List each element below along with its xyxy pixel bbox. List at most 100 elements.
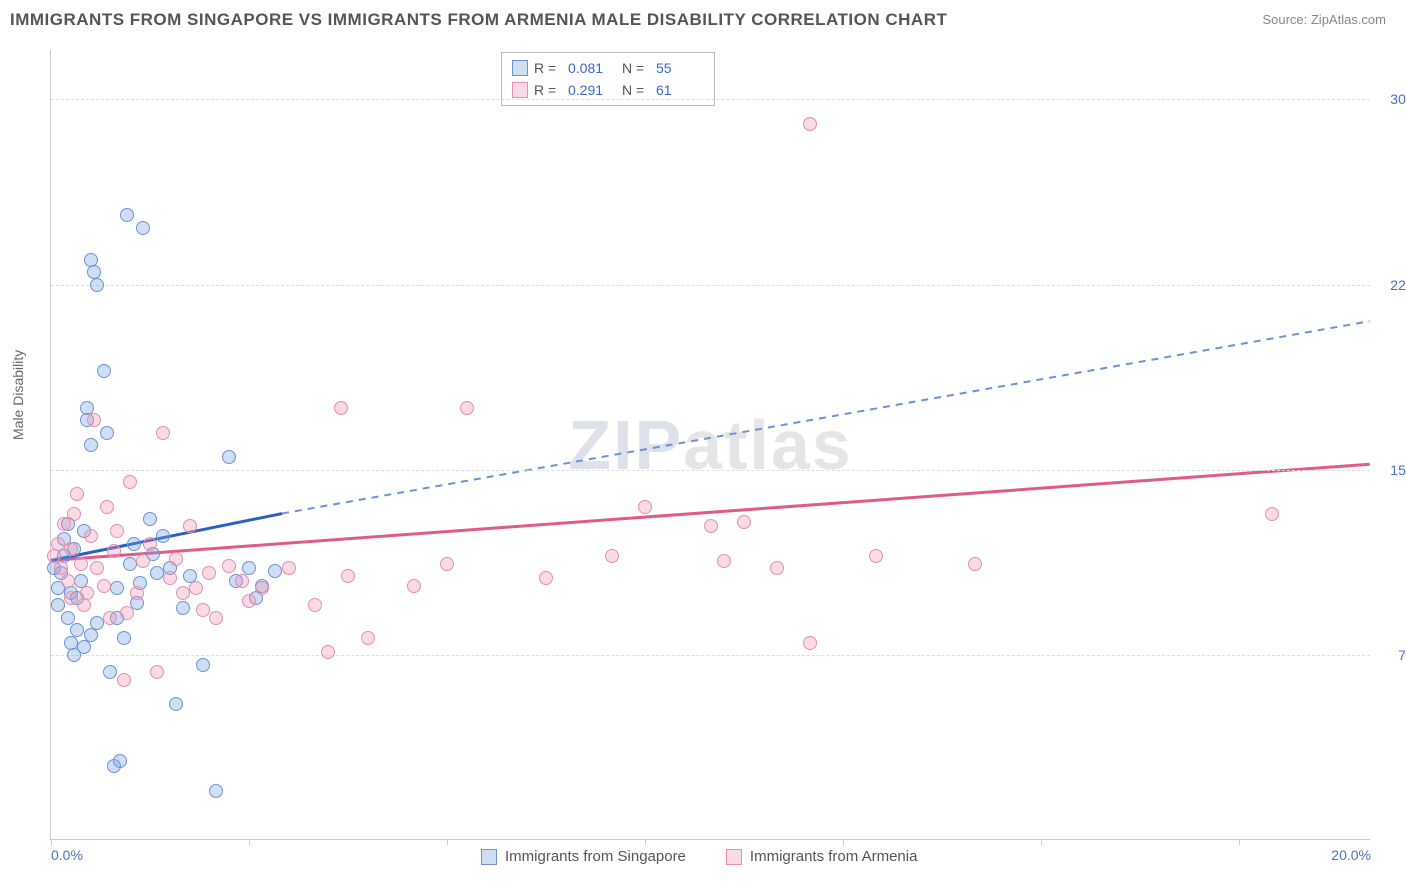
source-link[interactable]: ZipAtlas.com [1311,12,1386,27]
data-point-singapore [84,438,98,452]
x-tick-mark [51,839,52,845]
data-point-armenia [90,561,104,575]
data-point-armenia [51,537,65,551]
y-axis-label: Male Disability [10,350,26,440]
data-point-armenia [334,401,348,415]
data-point-armenia [64,591,78,605]
data-point-armenia [156,426,170,440]
x-tick-mark [249,839,250,845]
data-point-armenia [235,574,249,588]
gridline-h [51,285,1370,286]
data-point-armenia [968,557,982,571]
data-point-singapore [97,364,111,378]
data-point-singapore [100,426,114,440]
data-point-armenia [770,561,784,575]
data-point-singapore [61,611,75,625]
x-tick-mark [1239,839,1240,845]
data-point-singapore [127,537,141,551]
data-point-armenia [242,594,256,608]
data-point-singapore [113,754,127,768]
n-value-singapore: 55 [656,60,704,76]
data-point-armenia [107,544,121,558]
data-point-singapore [196,658,210,672]
data-point-armenia [717,554,731,568]
x-tick-label: 20.0% [1331,847,1371,863]
data-point-armenia [341,569,355,583]
y-tick-label: 15.0% [1375,462,1406,478]
legend-label-armenia: Immigrants from Armenia [750,848,918,865]
swatch-armenia [512,82,528,98]
data-point-singapore [120,208,134,222]
x-tick-label: 0.0% [51,847,83,863]
data-point-armenia [67,507,81,521]
trend-lines-svg [51,50,1370,839]
data-point-armenia [638,500,652,514]
data-point-armenia [110,524,124,538]
data-point-armenia [440,557,454,571]
data-point-armenia [100,500,114,514]
legend-series: Immigrants from Singapore Immigrants fro… [481,848,917,865]
data-point-armenia [74,557,88,571]
data-point-singapore [136,221,150,235]
data-point-singapore [110,581,124,595]
data-point-armenia [176,586,190,600]
data-point-armenia [169,552,183,566]
r-label: R = [534,82,562,98]
data-point-armenia [308,598,322,612]
legend-item-singapore: Immigrants from Singapore [481,848,686,865]
data-point-armenia [61,574,75,588]
data-point-armenia [460,401,474,415]
data-point-armenia [222,559,236,573]
data-point-armenia [209,611,223,625]
x-tick-mark [1041,839,1042,845]
n-value-armenia: 61 [656,82,704,98]
data-point-armenia [1265,507,1279,521]
data-point-armenia [97,579,111,593]
data-point-armenia [202,566,216,580]
data-point-armenia [123,475,137,489]
data-point-armenia [87,413,101,427]
y-tick-label: 30.0% [1375,91,1406,107]
data-point-armenia [84,529,98,543]
watermark-zip: ZIP [568,406,683,484]
data-point-armenia [255,581,269,595]
y-tick-label: 22.5% [1375,277,1406,293]
data-point-armenia [282,561,296,575]
data-point-armenia [130,586,144,600]
data-point-armenia [64,542,78,556]
data-point-singapore [103,665,117,679]
data-point-singapore [209,784,223,798]
x-tick-mark [447,839,448,845]
legend-label-singapore: Immigrants from Singapore [505,848,686,865]
data-point-armenia [803,117,817,131]
data-point-singapore [222,450,236,464]
swatch-armenia [726,849,742,865]
data-point-armenia [361,631,375,645]
data-point-singapore [169,697,183,711]
data-point-armenia [189,581,203,595]
legend-item-armenia: Immigrants from Armenia [726,848,918,865]
data-point-singapore [84,628,98,642]
y-tick-label: 7.5% [1375,647,1406,663]
data-point-armenia [120,606,134,620]
data-point-armenia [196,603,210,617]
watermark-atlas: atlas [683,406,853,484]
data-point-singapore [143,512,157,526]
r-value-singapore: 0.081 [568,60,616,76]
data-point-armenia [704,519,718,533]
data-point-singapore [90,278,104,292]
data-point-armenia [77,598,91,612]
data-point-armenia [539,571,553,585]
data-point-singapore [123,557,137,571]
data-point-armenia [70,487,84,501]
swatch-singapore [512,60,528,76]
r-label: R = [534,60,562,76]
data-point-singapore [117,631,131,645]
gridline-h [51,655,1370,656]
data-point-singapore [77,640,91,654]
x-tick-mark [645,839,646,845]
plot-area: ZIPatlas R = 0.081 N = 55 R = 0.291 N = … [50,50,1370,840]
data-point-armenia [869,549,883,563]
data-point-armenia [407,579,421,593]
data-point-armenia [150,665,164,679]
